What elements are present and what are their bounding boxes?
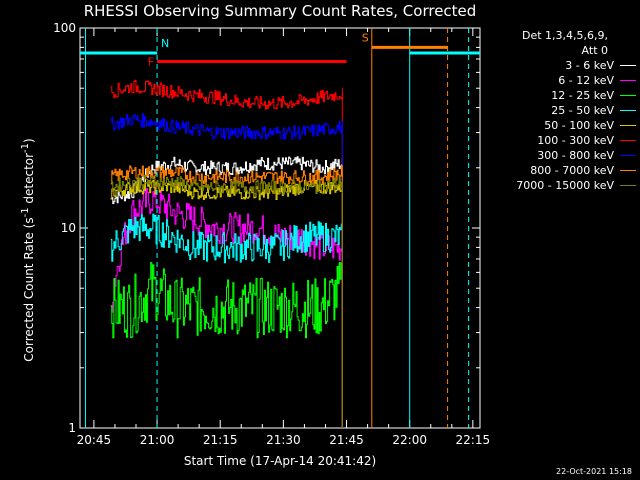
legend-entry-label: 7000 - 15000 keV bbox=[516, 179, 614, 192]
series-line-3 bbox=[110, 213, 343, 264]
annotation-label-f: F bbox=[148, 55, 154, 68]
x-tick-label: 22:00 bbox=[392, 433, 427, 447]
legend-entry-label: 3 - 6 keV bbox=[565, 59, 614, 72]
x-tick-label: 21:15 bbox=[203, 433, 238, 447]
series-line-4 bbox=[110, 179, 343, 201]
annotation-label-n: N bbox=[161, 37, 169, 50]
legend-swatch bbox=[620, 80, 636, 81]
legend-swatch bbox=[620, 110, 636, 111]
series-line-5 bbox=[110, 79, 343, 110]
legend-entry: 3 - 6 keV bbox=[478, 58, 636, 73]
legend-swatch bbox=[620, 155, 636, 156]
x-tick-label: 21:00 bbox=[140, 433, 175, 447]
y-tick-label: 1 bbox=[68, 421, 76, 435]
x-tick-label: 21:30 bbox=[266, 433, 301, 447]
legend-entry-label: 300 - 800 keV bbox=[537, 149, 614, 162]
x-tick-label: 21:45 bbox=[329, 433, 364, 447]
legend-swatch bbox=[620, 65, 636, 66]
legend-entry: 25 - 50 keV bbox=[478, 103, 636, 118]
legend-entry-label: 6 - 12 keV bbox=[558, 74, 614, 87]
x-axis-label: Start Time (17-Apr-14 20:41:42) bbox=[183, 454, 377, 468]
legend-header-line-1: Det 1,3,4,5,6,9, bbox=[521, 29, 608, 42]
legend-entry-label: 50 - 100 keV bbox=[544, 119, 614, 132]
legend-entry: 6 - 12 keV bbox=[478, 73, 636, 88]
legend-entry: 100 - 300 keV bbox=[478, 133, 636, 148]
y-axis-label-post: ) bbox=[22, 138, 36, 143]
legend-entry-label: 25 - 50 keV bbox=[551, 104, 614, 117]
y-axis-label-sup-1: -1 bbox=[20, 207, 31, 218]
legend: Det 1,3,4,5,6,9, Att 0 3 - 6 keV 6 - 12 k… bbox=[478, 28, 636, 193]
y-axis-label: Corrected Count Rate (s-1 detector-1) bbox=[20, 138, 36, 361]
legend-swatch bbox=[620, 95, 636, 96]
y-axis-label-mid: detector bbox=[22, 152, 36, 208]
annotation-label-s: S bbox=[362, 31, 369, 44]
series-line-6 bbox=[110, 113, 343, 140]
y-tick-label: 100 bbox=[53, 21, 76, 35]
series-line-8 bbox=[110, 174, 343, 195]
legend-entry-label: 100 - 300 keV bbox=[537, 134, 614, 147]
x-tick-label: 20:45 bbox=[77, 433, 112, 447]
legend-swatch bbox=[620, 140, 636, 141]
x-tick-label: 22:15 bbox=[456, 433, 491, 447]
legend-entry: 300 - 800 keV bbox=[478, 148, 636, 163]
y-axis-label-pre: Corrected Count Rate (s bbox=[22, 217, 36, 362]
legend-entry-label: 800 - 7000 keV bbox=[530, 164, 614, 177]
legend-header-line-2: Att 0 bbox=[581, 44, 608, 57]
chart-title: RHESSI Observing Summary Count Rates, Co… bbox=[83, 2, 477, 20]
legend-entry-label: 12 - 25 keV bbox=[551, 89, 614, 102]
legend-entry: 12 - 25 keV bbox=[478, 88, 636, 103]
timestamp: 22-Oct-2021 15:18 bbox=[556, 467, 632, 476]
legend-swatch bbox=[620, 185, 636, 186]
legend-entry: 800 - 7000 keV bbox=[478, 163, 636, 178]
legend-entry: 50 - 100 keV bbox=[478, 118, 636, 133]
legend-swatch bbox=[620, 170, 636, 171]
legend-swatch bbox=[620, 125, 636, 126]
legend-entry: 7000 - 15000 keV bbox=[478, 178, 636, 193]
y-tick-label: 10 bbox=[61, 221, 76, 235]
legend-rows: 3 - 6 keV 6 - 12 keV 12 - 25 keV 25 - 50 ke… bbox=[478, 58, 636, 193]
y-axis-label-sup-2: -1 bbox=[20, 142, 31, 153]
series-line-2 bbox=[110, 261, 343, 339]
series-line-7 bbox=[110, 165, 343, 185]
